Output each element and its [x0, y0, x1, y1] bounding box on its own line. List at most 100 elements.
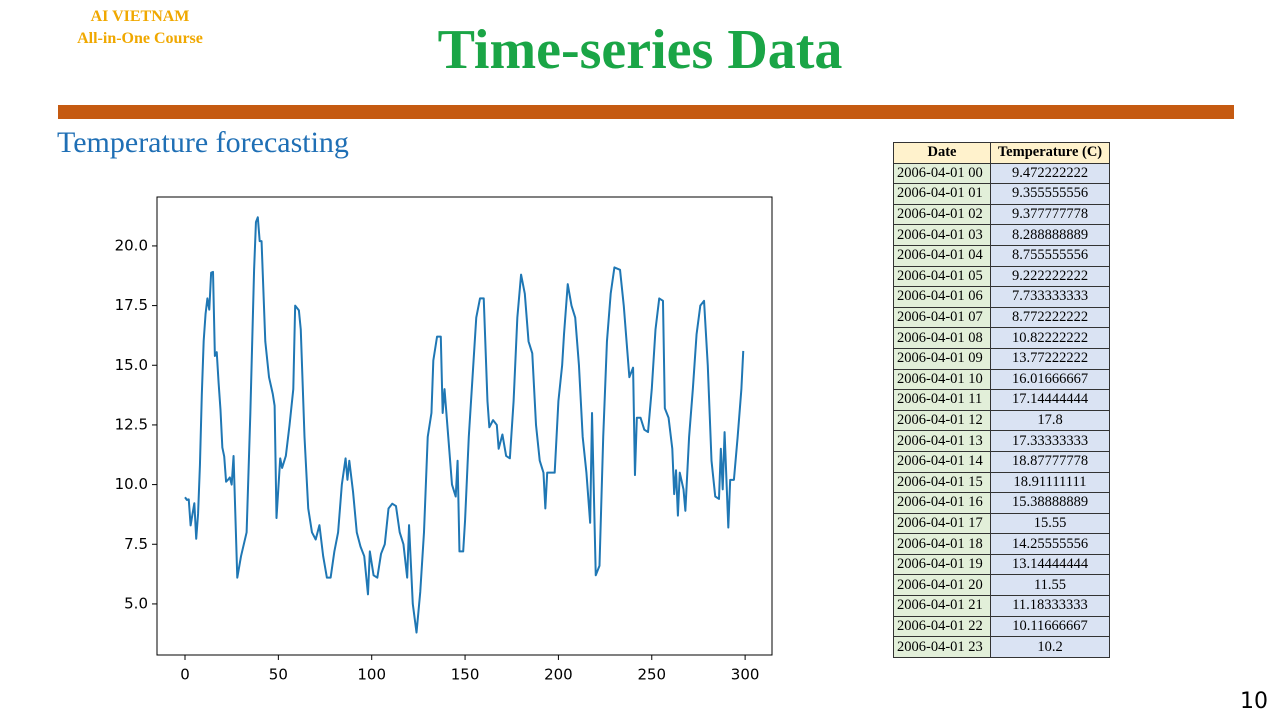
plot-frame	[156, 196, 773, 656]
x-tick-label: 250	[637, 666, 666, 684]
y-tick-label: 12.5	[115, 415, 148, 433]
date-cell: 2006-04-01 09	[893, 347, 991, 370]
table-row: 2006-04-01 19 13.14444444	[893, 553, 1110, 576]
temperature-cell: 17.8	[990, 409, 1110, 432]
date-cell: 2006-04-01 07	[893, 306, 991, 329]
x-tick-label: 100	[357, 666, 386, 684]
x-tick-label: 200	[544, 666, 573, 684]
table-row: 2006-04-01 06 7.733333333	[893, 286, 1110, 308]
table-row: 2006-04-01 20 11.55	[893, 574, 1110, 597]
temperature-cell: 10.2	[990, 636, 1110, 658]
y-tick-label: 20.0	[115, 236, 148, 254]
table-row: 2006-04-01 11 17.14444444	[893, 389, 1110, 411]
date-cell: 2006-04-01 06	[893, 286, 991, 308]
date-cell: 2006-04-01 11	[893, 389, 991, 411]
temperature-cell: 8.772222222	[990, 306, 1110, 329]
temperature-cell: 13.14444444	[990, 553, 1110, 576]
date-cell: 2006-04-01 14	[893, 450, 991, 473]
temperature-cell: 18.91111111	[990, 471, 1110, 494]
temperature-cell: 10.11666667	[990, 615, 1110, 638]
table-row: 2006-04-01 07 8.772222222	[893, 306, 1110, 329]
table-row: 2006-04-01 01 9.355555556	[893, 183, 1110, 205]
y-tick-label: 17.5	[115, 296, 148, 314]
slide-title: Time-series Data	[437, 19, 843, 81]
subtitle: Temperature forecasting	[57, 126, 349, 159]
temperature-cell: 17.14444444	[990, 389, 1110, 411]
table-row: 2006-04-01 02 9.377777778	[893, 203, 1110, 226]
temperature-cell: 9.355555556	[990, 183, 1110, 205]
table-row: 2006-04-01 16 15.38888889	[893, 492, 1110, 514]
date-cell: 2006-04-01 22	[893, 615, 991, 638]
column-header: Temperature (C)	[990, 142, 1110, 164]
temperature-cell: 9.222222222	[990, 265, 1110, 288]
date-cell: 2006-04-01 04	[893, 244, 991, 267]
course-name: All-in-One Course	[77, 30, 203, 47]
page-number: 10	[1240, 689, 1268, 714]
temperature-cell: 8.288888889	[990, 224, 1110, 246]
table-row: 2006-04-01 15 18.91111111	[893, 471, 1110, 494]
y-tick-label: 10.0	[115, 475, 148, 493]
x-tick-label: 300	[731, 666, 760, 684]
table-row: 2006-04-01 05 9.222222222	[893, 265, 1110, 288]
table-row: 2006-04-01 14 18.87777778	[893, 450, 1110, 473]
data-table: Date Temperature (C) 2006-04-01 00 9.472222…	[893, 142, 1110, 658]
temperature-cell: 14.25555556	[990, 533, 1110, 555]
x-tick-label: 50	[269, 666, 288, 684]
temperature-cell: 11.55	[990, 574, 1110, 597]
org-name: AI VIETNAM	[90, 8, 190, 25]
temperature-cell: 16.01666667	[990, 368, 1110, 391]
column-header: Date	[893, 142, 991, 164]
y-tick-label: 5.0	[124, 594, 148, 612]
table-row: 2006-04-01 10 16.01666667	[893, 368, 1110, 391]
temperature-cell: 15.55	[990, 512, 1110, 535]
date-cell: 2006-04-01 16	[893, 492, 991, 514]
temperature-cell: 9.377777778	[990, 203, 1110, 226]
date-cell: 2006-04-01 20	[893, 574, 991, 597]
table-row: 2006-04-01 22 10.11666667	[893, 615, 1110, 638]
x-tick-label: 0	[180, 666, 190, 684]
date-cell: 2006-04-01 03	[893, 224, 991, 246]
y-tick-label: 15.0	[115, 356, 148, 374]
header: AI VIETNAM All-in-One Course	[40, 6, 240, 50]
date-cell: 2006-04-01 02	[893, 203, 991, 226]
y-tick-label: 7.5	[124, 535, 148, 553]
table-row: 2006-04-01 00 9.472222222	[893, 162, 1110, 185]
date-cell: 2006-04-01 18	[893, 533, 991, 555]
temperature-cell: 13.77222222	[990, 347, 1110, 370]
date-cell: 2006-04-01 19	[893, 553, 991, 576]
table-row: 2006-04-01 13 17.33333333	[893, 430, 1110, 452]
date-cell: 2006-04-01 13	[893, 430, 991, 452]
table-row: 2006-04-01 17 15.55	[893, 512, 1110, 535]
date-cell: 2006-04-01 00	[893, 162, 991, 185]
date-cell: 2006-04-01 21	[893, 595, 991, 617]
table-row: 2006-04-01 04 8.755555556	[893, 244, 1110, 267]
temperature-cell: 17.33333333	[990, 430, 1110, 452]
date-cell: 2006-04-01 17	[893, 512, 991, 535]
x-tick-label: 150	[451, 666, 480, 684]
temperature-cell: 7.733333333	[990, 286, 1110, 308]
table-row: 2006-04-01 21 11.18333333	[893, 595, 1110, 617]
table-row: 2006-04-01 09 13.77222222	[893, 347, 1110, 370]
date-cell: 2006-04-01 08	[893, 327, 991, 349]
table-row: 2006-04-01 18 14.25555556	[893, 533, 1110, 555]
temperature-cell: 15.38888889	[990, 492, 1110, 514]
date-cell: 2006-04-01 05	[893, 265, 991, 288]
date-cell: 2006-04-01 01	[893, 183, 991, 205]
table-row: 2006-04-01 23 10.2	[893, 636, 1110, 658]
date-cell: 2006-04-01 12	[893, 409, 991, 432]
table-row: 2006-04-01 12 17.8	[893, 409, 1110, 432]
temperature-cell: 10.82222222	[990, 327, 1110, 349]
date-cell: 2006-04-01 10	[893, 368, 991, 391]
date-cell: 2006-04-01 23	[893, 636, 991, 658]
date-cell: 2006-04-01 15	[893, 471, 991, 494]
temperature-cell: 9.472222222	[990, 162, 1110, 185]
table-row: 2006-04-01 03 8.288888889	[893, 224, 1110, 246]
temperature-cell: 11.18333333	[990, 595, 1110, 617]
temperature-cell: 8.755555556	[990, 244, 1110, 267]
table-row: 2006-04-01 08 10.82222222	[893, 327, 1110, 349]
divider	[58, 105, 1234, 119]
temperature-cell: 18.87777778	[990, 450, 1110, 473]
line-series	[184, 216, 745, 634]
